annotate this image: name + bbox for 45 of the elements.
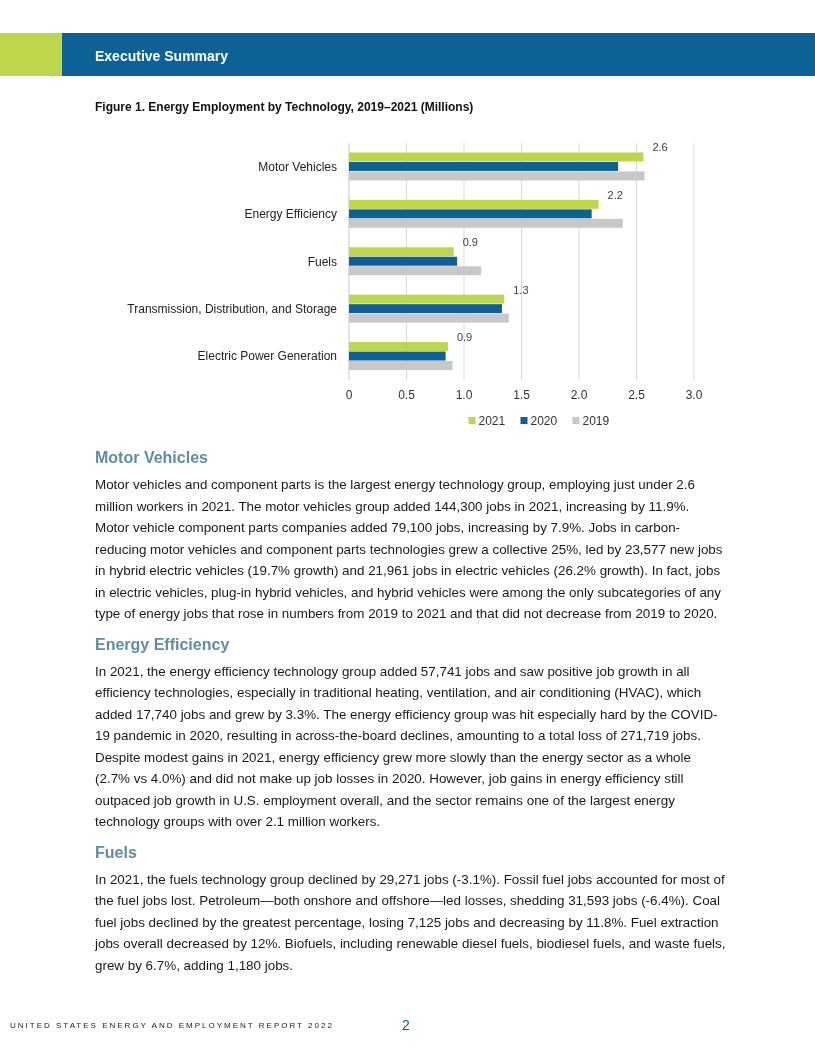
text: In 2021, the energy efficiency technology group added 57,741 jobs and saw positive job growth in all efficiency technologies, especially in traditional heating, ventilation, and air conditioning (HVAC), which added 17,740 jobs and grew by 3.3%. The energy efficiency group was hit especially hard by the COVID-19 pandemic in 2020, resulting in across-the-board declines, amounting to a total loss of 271,719 jobs. Despite modest gains in 2021, energy efficiency grew more slowly than the energy sector as a whole (2.7% vs 4.0%) and did not make up job losses in 2020. However, job gains in energy efficiency still outpaced job growth in U.S. employment overall, and the sector remains one of the largest energy technology groups with over 2.1 million workers. xyxy=(95,662,719,831)
text: Motor vehicles and component parts is the largest energy technology group, employing just under 2.6 million workers in 2021. The motor vehicles group added 144,300 jobs in 2021, increasing by 11.9%. Motor vehicle component parts companies added 79,100 jobs, increasing by 7.9%. Jobs in carbon-reducing motor vehicles and component parts technologies grew a collective 25%, led by 23,577 new jobs in hybrid electric vehicles (19.7% growth) and 21,961 jobs in electric vehicles (26.2% growth). In fact, jobs in electric vehicles, plug-in hybrid vehicles, and hybrid vehicles were among the only subcategories of any type of energy jobs that rose in numbers from 2019 to 2021 and that did not decrease from 2019 to 2020. xyxy=(95,476,724,623)
text: Motor Vehicles xyxy=(95,448,209,468)
bar xyxy=(349,342,448,352)
data-label: 1.3 xyxy=(513,283,529,296)
bar xyxy=(349,171,645,181)
y-tick-label: Motor Vehicles xyxy=(258,159,337,174)
y-tick-label: Transmission, Distribution, and Storage xyxy=(127,301,338,316)
bar xyxy=(349,199,599,209)
data-label: 0.9 xyxy=(456,331,473,344)
legend-label: 2020 xyxy=(530,414,558,428)
bar xyxy=(349,294,505,304)
bar xyxy=(349,313,509,323)
legend-label: 2019 xyxy=(582,414,610,428)
text: Executive Summary xyxy=(95,48,229,64)
x-tick-label: 2.5 xyxy=(628,388,646,402)
x-tick-label: 1.0 xyxy=(455,388,473,402)
bar xyxy=(349,351,446,361)
bar xyxy=(349,361,453,371)
data-label: 2.6 xyxy=(652,141,668,154)
x-tick-label: 0.5 xyxy=(398,388,416,402)
y-tick-label: Energy Efficiency xyxy=(244,207,337,222)
bar xyxy=(349,256,458,266)
x-tick-label: 1.5 xyxy=(513,388,531,402)
bar xyxy=(349,247,454,257)
y-tick-label: Electric Power Generation xyxy=(197,349,337,364)
x-tick-label: 2.0 xyxy=(570,388,588,402)
y-tick-label: Fuels xyxy=(307,254,337,269)
x-tick-label: 3.0 xyxy=(685,388,703,402)
bar xyxy=(349,161,619,171)
bar xyxy=(349,266,482,276)
text: Fuels xyxy=(95,842,138,863)
x-tick-label: 0 xyxy=(345,388,353,402)
text: In 2021, the fuels technology group declined by 29,271 jobs (-3.1%). Fossil fuel jobs accounted for most of the fuel jobs lost. Petroleum—both onshore and offshore—led losses, shedding 31,593 jobs (-6.4%). Coal fuel jobs declined by the greatest percentage, losing 7,125 jobs and decreasing by 11.8%. Fuel extraction jobs overall decreased by 12%. Biofuels, including renewable diesel fuels, biodiesel fuels, and waste fuels, grew by 6.7%, adding 1,180 jobs. xyxy=(95,870,727,975)
legend-label: 2021 xyxy=(478,414,506,428)
data-label: 0.9 xyxy=(462,236,478,249)
text: 2 xyxy=(402,1017,410,1033)
text: Energy Efficiency xyxy=(95,634,231,655)
text: UNITED STATES ENERGY AND EMPLOYMENT REPORT 2022 xyxy=(10,1021,334,1030)
bar xyxy=(349,152,644,162)
bar xyxy=(349,304,502,314)
bar xyxy=(349,209,592,219)
data-label: 2.2 xyxy=(607,188,623,201)
chart-title: Figure 1. Energy Employment by Technology, 2019–2021 (Millions) xyxy=(95,100,474,114)
bar xyxy=(349,218,623,228)
